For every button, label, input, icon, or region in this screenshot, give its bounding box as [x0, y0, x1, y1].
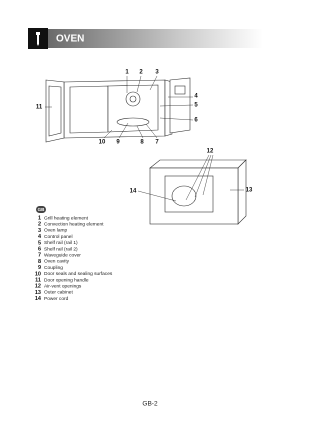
- item-label: Waveguide cover: [44, 252, 81, 258]
- item-label: Oven lamp: [44, 228, 68, 234]
- legend-badge: GB: [38, 207, 46, 212]
- item-label: Door seals and sealing surfaces: [44, 271, 113, 277]
- callout: 8: [140, 140, 144, 146]
- item-number: 10: [35, 271, 41, 277]
- item-number: 5: [38, 240, 41, 246]
- item-label: Shelf rail (rail 1): [44, 240, 78, 246]
- legend-badge-bg: [36, 206, 46, 213]
- callout: 4: [194, 94, 198, 100]
- item-label: Convection heating element: [44, 221, 104, 227]
- item-label: Power cord: [44, 296, 69, 302]
- item-number: 14: [35, 296, 42, 302]
- callout: 12: [207, 149, 214, 155]
- callout: 10: [99, 140, 106, 146]
- item-number: 11: [35, 277, 41, 283]
- header-icon: [36, 32, 40, 46]
- callout: 5: [194, 103, 198, 109]
- item-number: 4: [38, 234, 42, 240]
- page-number: GB-2: [142, 401, 158, 408]
- header-bar: [48, 29, 263, 48]
- item-number: 13: [35, 290, 41, 296]
- item-label: Air-vent openings: [44, 283, 82, 289]
- callout: 13: [246, 188, 253, 194]
- item-number: 9: [38, 265, 41, 271]
- item-number: 1: [38, 215, 41, 221]
- item-number: 8: [38, 259, 41, 265]
- item-label: Grill heating element: [44, 215, 89, 221]
- callout: 3: [155, 70, 159, 76]
- item-number: 2: [38, 222, 41, 228]
- callout: 6: [194, 118, 198, 124]
- item-label: Control panel: [44, 234, 73, 240]
- oven-figure: [45, 75, 194, 143]
- item-number: 12: [35, 284, 41, 290]
- item-label: Coupling: [44, 265, 63, 271]
- item-number: 3: [38, 228, 41, 234]
- callout: 2: [139, 70, 143, 76]
- callout: 9: [116, 140, 120, 146]
- item-label: Shelf rail (rail 2): [44, 246, 78, 252]
- header-title: OVEN: [56, 34, 84, 45]
- callout: 1: [125, 70, 129, 76]
- item-number: 6: [38, 246, 41, 252]
- item-number: 7: [38, 253, 41, 259]
- item-label: Door opening handle: [44, 277, 89, 283]
- callout: 14: [130, 189, 137, 195]
- cabinet-figure: [137, 154, 247, 225]
- item-label: Oven cavity: [44, 259, 70, 265]
- item-label: Outer cabinet: [44, 290, 73, 296]
- callout: 11: [36, 105, 43, 111]
- callout: 7: [155, 140, 159, 146]
